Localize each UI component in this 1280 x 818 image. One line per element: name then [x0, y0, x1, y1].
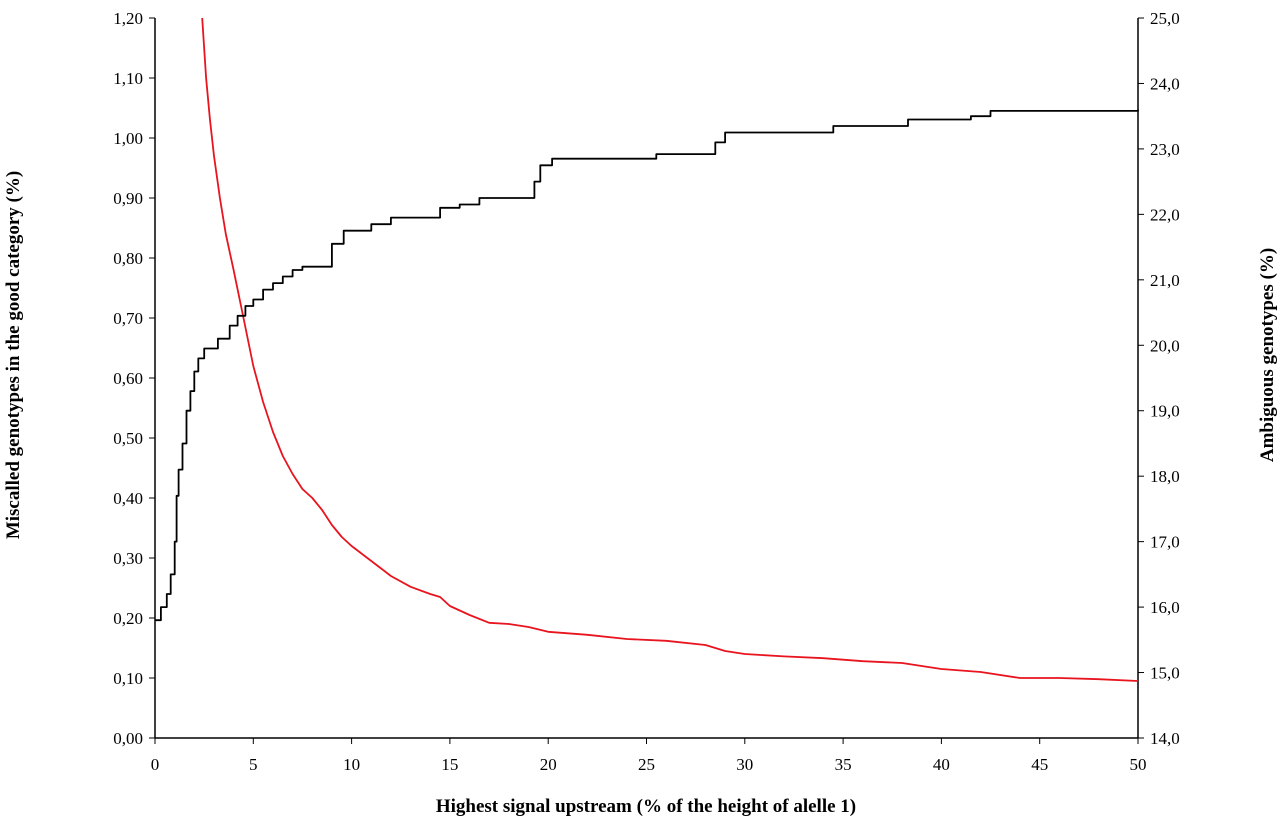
right-y-tick-label: 23,0 [1150, 140, 1180, 159]
ambiguous-genotypes-line [155, 109, 1139, 622]
right-y-tick-label: 16,0 [1150, 598, 1180, 617]
left-y-tick-label: 0,80 [113, 249, 143, 268]
left-y-axis-title: Miscalled genotypes in the good category… [3, 171, 24, 539]
left-y-tick-label: 0,20 [113, 609, 143, 628]
right-y-tick-label: 17,0 [1150, 533, 1180, 552]
left-y-tick-label: 0,00 [113, 729, 143, 748]
x-tick-label: 50 [1130, 755, 1147, 774]
left-y-tick-label: 1,20 [113, 9, 143, 28]
left-y-tick-label: 0,60 [113, 369, 143, 388]
x-tick-label: 15 [441, 755, 458, 774]
right-y-tick-label: 18,0 [1150, 467, 1180, 486]
right-y-tick-label: 15,0 [1150, 664, 1180, 683]
left-y-tick-label: 0,90 [113, 189, 143, 208]
x-tick-label: 30 [736, 755, 753, 774]
miscalled-genotypes-line [201, 17, 1139, 682]
x-axis-ticks: 0 5 10 15 20 25 30 35 40 45 50 [151, 738, 1147, 774]
x-tick-label: 25 [638, 755, 655, 774]
x-axis-title: Highest signal upstream (% of the height… [436, 796, 856, 817]
right-y-tick-label: 25,0 [1150, 9, 1180, 28]
x-tick-label: 0 [151, 755, 160, 774]
right-y-tick-label: 19,0 [1150, 402, 1180, 421]
x-tick-label: 35 [835, 755, 852, 774]
left-y-tick-label: 0,70 [113, 309, 143, 328]
x-tick-label: 20 [540, 755, 557, 774]
right-y-tick-label: 14,0 [1150, 729, 1180, 748]
right-y-tick-label: 20,0 [1150, 336, 1180, 355]
x-tick-label: 45 [1031, 755, 1048, 774]
left-y-tick-label: 0,50 [113, 429, 143, 448]
plot-area [154, 18, 1139, 739]
left-y-tick-label: 0,10 [113, 669, 143, 688]
left-y-tick-label: 1,10 [113, 69, 143, 88]
left-y-tick-label: 0,40 [113, 489, 143, 508]
series-layer [155, 17, 1139, 682]
left-y-axis-ticks: 0,00 0,10 0,20 0,30 0,40 0,50 0,60 0,70 0,80 0,90… [113, 9, 155, 748]
x-tick-label: 10 [343, 755, 360, 774]
right-y-axis-title: Ambiguous genotypes (%) [1257, 248, 1278, 462]
x-tick-label: 40 [933, 755, 950, 774]
right-y-tick-label: 22,0 [1150, 205, 1180, 224]
x-tick-label: 5 [249, 755, 258, 774]
right-y-tick-label: 24,0 [1150, 74, 1180, 93]
right-y-tick-label: 21,0 [1150, 271, 1180, 290]
right-y-axis-ticks: 14,0 15,0 16,0 17,0 18,0 19,0 20,0 21,0 22,0 23,0… [1138, 9, 1180, 748]
left-y-tick-label: 1,00 [113, 129, 143, 148]
left-y-tick-label: 0,30 [113, 549, 143, 568]
